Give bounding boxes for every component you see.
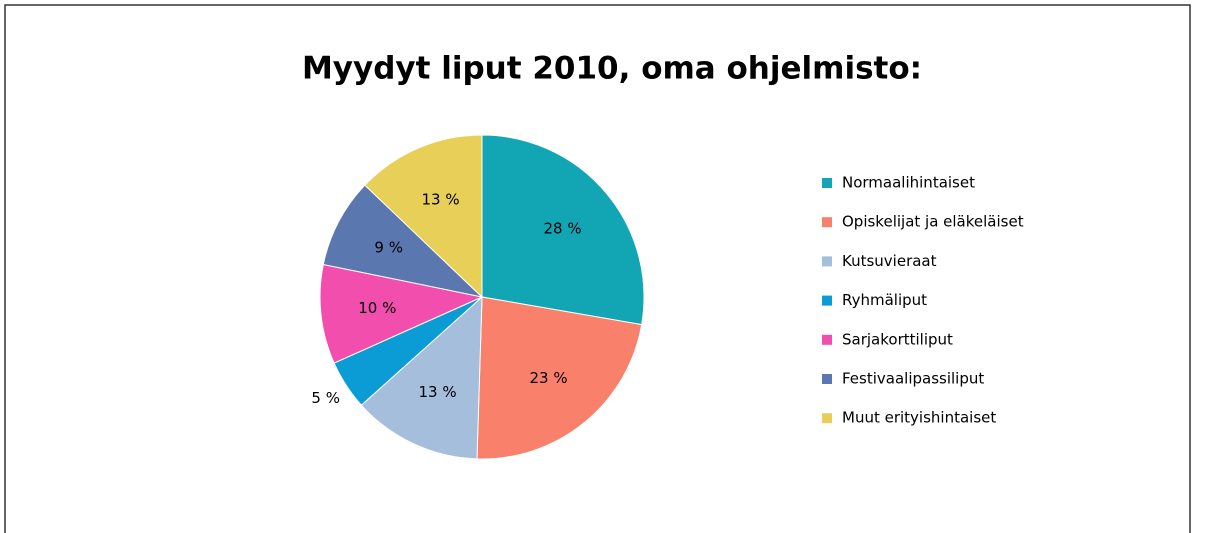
legend-label: Festivaalipassiliput (842, 370, 984, 388)
legend-label: Opiskelijat ja eläkeläiset (842, 213, 1024, 231)
data-label: 10 % (358, 299, 396, 317)
data-label: 13 % (419, 383, 457, 401)
data-label: 28 % (543, 220, 581, 238)
legend-swatch (822, 256, 832, 267)
frame (4, 4, 1191, 533)
legend-label: Muut erityishintaiset (842, 409, 996, 427)
legend-label: Sarjakorttiliput (842, 330, 953, 348)
legend-swatch (822, 374, 832, 384)
pie-slice (360, 295, 483, 460)
legend-swatch (822, 217, 832, 228)
legend-swatch (822, 334, 832, 345)
legend-label: Ryhmäliput (842, 291, 927, 309)
pie-slice (476, 296, 643, 460)
data-label: 5 % (311, 389, 340, 407)
legend-label: Normaalihintaiset (842, 174, 975, 192)
data-label: 13 % (422, 191, 460, 209)
legend-label: Kutsuvieraat (842, 252, 937, 270)
pie-slice (364, 134, 483, 299)
data-label: 9 % (374, 239, 403, 257)
legend-swatch (822, 178, 832, 188)
chart-title: Myydyt liput 2010, oma ohjelmisto: (302, 51, 922, 87)
pie-slice (322, 184, 484, 298)
pie-slice (481, 134, 645, 326)
legend-swatch (822, 295, 832, 306)
data-label: 23 % (530, 369, 568, 387)
legend-swatch (822, 413, 832, 424)
